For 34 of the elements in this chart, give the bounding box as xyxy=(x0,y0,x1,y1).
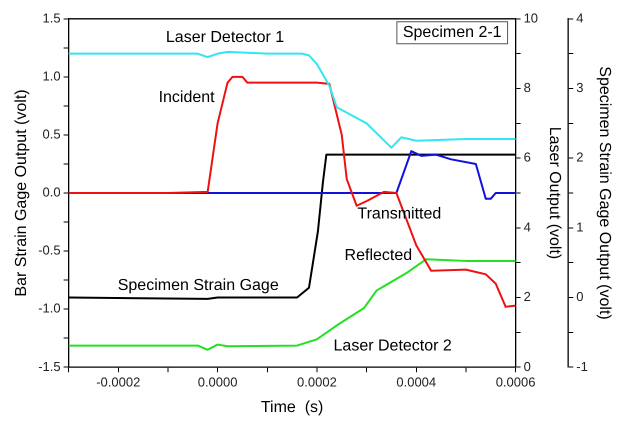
y2-axis-title: Laser Output (volt) xyxy=(546,126,564,260)
x-tick-label: 0.0006 xyxy=(496,374,536,390)
y3-tick-label: -1 xyxy=(576,358,588,374)
y3-tick-label: 2 xyxy=(576,150,584,165)
x-tick-label: -0.0002 xyxy=(96,374,140,390)
y-tick-label: 1.5 xyxy=(42,10,61,26)
annotation: Laser Detector 2 xyxy=(334,338,452,355)
y-tick-label: 1.0 xyxy=(42,68,61,84)
y-tick-label: -1.0 xyxy=(38,300,61,316)
x-tick-label: 0.0002 xyxy=(297,374,337,390)
y2-tick-label: 2 xyxy=(524,289,531,304)
y3-tick-label: 4 xyxy=(576,10,584,26)
y2-tick-label: 10 xyxy=(524,10,538,26)
annotation: Specimen Strain Gage xyxy=(118,277,279,294)
y3-axis-title: Specimen Strain Gage Output (volt) xyxy=(596,66,613,320)
x-tick-label: 0.0000 xyxy=(198,374,238,390)
y-tick-label: 0.0 xyxy=(42,184,61,200)
y2-tick-label: 4 xyxy=(524,219,531,234)
y3-tick-label: 3 xyxy=(576,80,584,96)
y2-tick-label: 8 xyxy=(524,80,531,96)
y-tick-label: -0.5 xyxy=(38,242,61,258)
y2-tick-label: 6 xyxy=(524,150,531,165)
y2-tick-label: 0 xyxy=(524,358,531,374)
annotation: Laser Detector 1 xyxy=(166,29,284,46)
x-axis-title: Time (s) xyxy=(260,398,324,416)
y-axis-title: Bar Strain Gage Output (volt) xyxy=(13,89,30,297)
y-tick-label: 0.5 xyxy=(42,126,61,142)
annotation: Incident xyxy=(158,88,216,106)
annotation: Specimen 2-1 xyxy=(402,24,502,42)
y3-tick-label: 1 xyxy=(576,219,584,234)
x-tick-label: 0.0004 xyxy=(396,374,436,390)
y3-tick-label: 0 xyxy=(576,289,584,304)
annotation: Reflected xyxy=(344,247,412,264)
y-tick-label: -1.5 xyxy=(38,358,61,374)
